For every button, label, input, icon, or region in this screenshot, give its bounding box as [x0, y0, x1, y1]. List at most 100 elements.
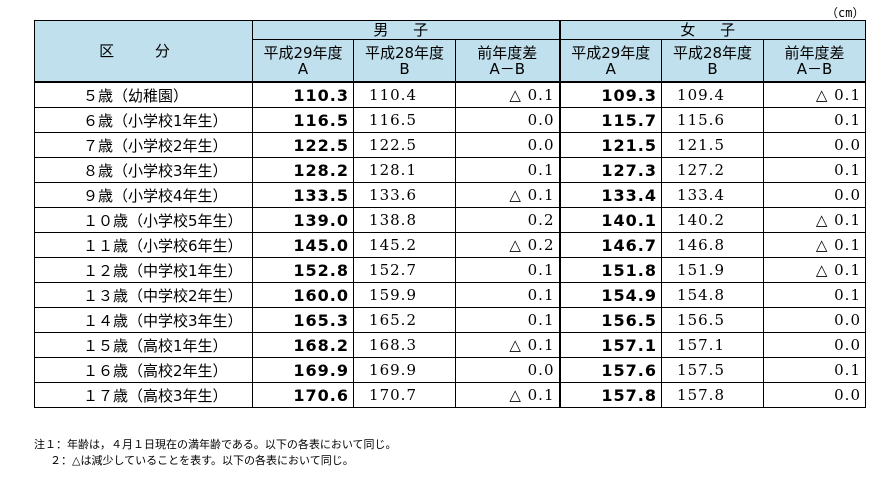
female-diff-cell: 0.1: [763, 282, 866, 308]
female-diff-cell: 0.0: [763, 307, 866, 333]
table-row: １１歳（小学校6年生） 145.0 145.2 △ 0.2 146.7 146.8 △ 0.…: [34, 232, 866, 258]
female-diff-cell: 0.0: [763, 132, 866, 158]
female-a-cell: 127.3: [558, 157, 662, 183]
female-a-cell: 121.5: [558, 132, 662, 158]
male-b-cell: 169.9: [353, 357, 456, 383]
male-b-cell: 110.4: [353, 81, 456, 108]
table-body: ５歳（幼稚園） 110.3 110.4 △ 0.1 109.3 109.4 △ 0.1 ６歳（…: [34, 81, 866, 408]
table-row: ５歳（幼稚園） 110.3 110.4 △ 0.1 109.3 109.4 △ 0.1: [34, 81, 866, 108]
male-a-cell: 133.5: [252, 182, 354, 208]
female-b-cell: 151.9: [661, 257, 764, 283]
header-male-a: 平成29年度 A: [252, 39, 354, 83]
male-a-cell: 170.6: [252, 382, 354, 408]
male-diff-cell: 0.0: [455, 107, 560, 133]
male-diff-cell: △ 0.1: [455, 182, 560, 208]
unit-label: （cm）: [826, 6, 865, 20]
male-b-cell: 165.2: [353, 307, 456, 333]
table-row: １５歳（高校1年生） 168.2 168.3 △ 0.1 157.1 157.1 0.0: [34, 332, 866, 358]
header-female-diff: 前年度差 A－B: [763, 39, 866, 83]
male-diff-cell: 0.2: [455, 207, 560, 233]
male-b-cell: 152.7: [353, 257, 456, 283]
male-b-cell: 168.3: [353, 332, 456, 358]
table-row: ７歳（小学校2年生） 122.5 122.5 0.0 121.5 121.5 0.0: [34, 132, 866, 158]
male-b-cell: 138.8: [353, 207, 456, 233]
male-diff-cell: △ 0.1: [455, 332, 560, 358]
row-label: ８歳（小学校3年生）: [34, 157, 253, 183]
row-label: ９歳（小学校4年生）: [34, 182, 253, 208]
header-male: 男 子: [252, 20, 560, 40]
header-male-b: 平成28年度 B: [353, 39, 456, 83]
male-a-cell: 139.0: [252, 207, 354, 233]
table-row: ８歳（小学校3年生） 128.2 128.1 0.1 127.3 127.2 0.1: [34, 157, 866, 183]
female-diff-cell: △ 0.1: [763, 81, 866, 108]
male-a-cell: 152.8: [252, 257, 354, 283]
male-b-cell: 159.9: [353, 282, 456, 308]
female-diff-cell: △ 0.1: [763, 207, 866, 233]
table-row: ６歳（小学校1年生） 116.5 116.5 0.0 115.7 115.6 0.1: [34, 107, 866, 133]
female-a-cell: 140.1: [558, 207, 662, 233]
female-diff-cell: 0.0: [763, 332, 866, 358]
female-a-cell: 115.7: [558, 107, 662, 133]
female-diff-cell: 0.1: [763, 357, 866, 383]
table-row: １０歳（小学校5年生） 139.0 138.8 0.2 140.1 140.2 △ 0.1: [34, 207, 866, 233]
table-row: １３歳（中学校2年生） 160.0 159.9 0.1 154.9 154.8 0.1: [34, 282, 866, 308]
table-row: ９歳（小学校4年生） 133.5 133.6 △ 0.1 133.4 133.4 0.0: [34, 182, 866, 208]
female-a-cell: 154.9: [558, 282, 662, 308]
row-label: １５歳（高校1年生）: [34, 332, 253, 358]
male-b-cell: 128.1: [353, 157, 456, 183]
female-b-cell: 154.8: [661, 282, 764, 308]
male-a-cell: 122.5: [252, 132, 354, 158]
row-label: １０歳（小学校5年生）: [34, 207, 253, 233]
female-b-cell: 140.2: [661, 207, 764, 233]
row-label: ６歳（小学校1年生）: [34, 107, 253, 133]
row-label: １１歳（小学校6年生）: [34, 232, 253, 258]
female-b-cell: 109.4: [661, 81, 764, 108]
female-diff-cell: △ 0.1: [763, 257, 866, 283]
male-a-cell: 160.0: [252, 282, 354, 308]
male-diff-cell: △ 0.1: [455, 81, 560, 108]
male-diff-cell: 0.0: [455, 357, 560, 383]
female-b-cell: 115.6: [661, 107, 764, 133]
female-diff-cell: 0.1: [763, 157, 866, 183]
female-b-cell: 133.4: [661, 182, 764, 208]
male-diff-cell: 0.1: [455, 307, 560, 333]
row-label: ５歳（幼稚園）: [34, 81, 253, 108]
female-diff-cell: 0.0: [763, 182, 866, 208]
table-row: １７歳（高校3年生） 170.6 170.7 △ 0.1 157.8 157.8 0.0: [34, 382, 866, 408]
male-b-cell: 145.2: [353, 232, 456, 258]
row-label: １３歳（中学校2年生）: [34, 282, 253, 308]
female-diff-cell: 0.0: [763, 382, 866, 408]
female-a-cell: 157.6: [558, 357, 662, 383]
female-a-cell: 156.5: [558, 307, 662, 333]
female-a-cell: 157.8: [558, 382, 662, 408]
male-diff-cell: 0.1: [455, 257, 560, 283]
female-b-cell: 121.5: [661, 132, 764, 158]
row-label: １４歳（中学校3年生）: [34, 307, 253, 333]
header-female-a: 平成29年度 A: [558, 39, 662, 83]
male-diff-cell: 0.1: [455, 282, 560, 308]
note-2: ２：△は減少していることを表す。以下の各表において同じ。: [50, 454, 354, 467]
table-row: １２歳（中学校1年生） 152.8 152.7 0.1 151.8 151.9 △ 0.1: [34, 257, 866, 283]
male-a-cell: 165.3: [252, 307, 354, 333]
male-a-cell: 169.9: [252, 357, 354, 383]
female-diff-cell: 0.1: [763, 107, 866, 133]
male-diff-cell: 0.1: [455, 157, 560, 183]
female-b-cell: 127.2: [661, 157, 764, 183]
male-b-cell: 116.5: [353, 107, 456, 133]
female-a-cell: 146.7: [558, 232, 662, 258]
header-kubun: 区 分: [34, 20, 253, 83]
header-female: 女 子: [558, 20, 866, 40]
row-label: １２歳（中学校1年生）: [34, 257, 253, 283]
male-b-cell: 133.6: [353, 182, 456, 208]
female-a-cell: 157.1: [558, 332, 662, 358]
table-row: １４歳（中学校3年生） 165.3 165.2 0.1 156.5 156.5 0.0: [34, 307, 866, 333]
female-b-cell: 156.5: [661, 307, 764, 333]
male-b-cell: 170.7: [353, 382, 456, 408]
male-a-cell: 168.2: [252, 332, 354, 358]
height-table: 区 分 男 子 女 子 平成29年度 A 平成28年度 B 前年度差 A－B 平成29…: [34, 20, 866, 408]
table-row: １６歳（高校2年生） 169.9 169.9 0.0 157.6 157.5 0.1: [34, 357, 866, 383]
male-a-cell: 116.5: [252, 107, 354, 133]
row-label: １６歳（高校2年生）: [34, 357, 253, 383]
header-female-b: 平成28年度 B: [661, 39, 764, 83]
row-label: ７歳（小学校2年生）: [34, 132, 253, 158]
